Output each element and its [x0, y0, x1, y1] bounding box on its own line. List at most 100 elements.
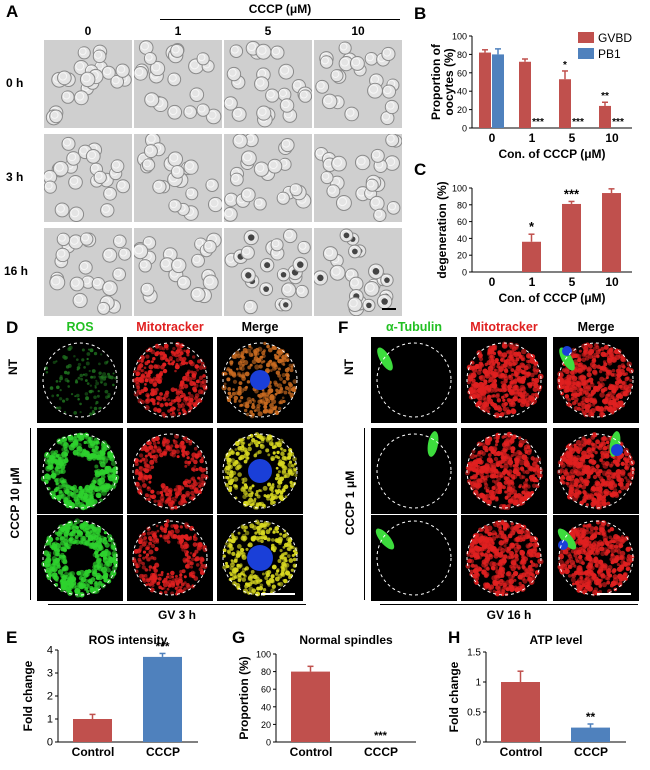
significance-mark: * — [563, 60, 567, 71]
panel-a-row-0h: 0 h — [6, 76, 24, 90]
micrograph-r0-c3 — [314, 40, 402, 128]
panel-e-label: E — [6, 628, 18, 647]
bar — [522, 241, 541, 272]
x-tick-label: Control — [290, 745, 333, 759]
panel-d-image-r0-c2 — [217, 337, 303, 423]
bar — [519, 61, 531, 129]
micrograph-r2-c2 — [224, 228, 312, 316]
x-tick-label: Control — [500, 745, 543, 759]
panel-f-image-r0-c0 — [371, 337, 457, 423]
micrograph-r2-c3 — [314, 228, 402, 316]
y-tick-label: 0 — [47, 737, 53, 749]
panel-f-footer: GV 16 h — [486, 608, 532, 622]
micrograph-r1-c1 — [134, 134, 222, 222]
x-tick-label: 1 — [529, 131, 536, 145]
panel-a-row-3h: 3 h — [6, 170, 24, 184]
x-tick-label: CCCP — [574, 745, 608, 759]
significance-mark: *** — [155, 639, 169, 653]
significance-mark: ** — [586, 710, 596, 724]
y-tick-label: 3 — [47, 668, 53, 680]
x-axis-label: Con. of CCCP (μM) — [498, 147, 605, 161]
legend-swatch — [578, 32, 594, 43]
bar — [291, 671, 330, 742]
panel-d-image-r1-c1 — [127, 428, 213, 514]
chart-b: 0 20 40 60 80 100 Proportion of oocytes (%) 0 1 5 1… — [430, 31, 632, 161]
x-axis-label: Con. of CCCP (μM) — [498, 291, 605, 305]
chart-h: ATP level 0 0.5 1 1.5 Fold change Control CCCP *… — [447, 633, 626, 759]
panel-f-title-tubulin: α-Tubulin — [385, 320, 443, 334]
panel-d-image-r2-c2 — [217, 515, 303, 601]
y-tick-label: 1 — [475, 678, 481, 689]
panel-a-row-16h: 16 h — [4, 264, 29, 278]
panel-f-image-r1-c2 — [553, 428, 639, 514]
bar — [571, 727, 610, 742]
y-axis-label: Proportion of — [430, 43, 443, 120]
legend-swatch — [578, 48, 594, 59]
panel-f-image-r2-c1 — [461, 515, 547, 601]
bar — [501, 682, 540, 742]
panel-d-image-r2-c0 — [37, 515, 123, 601]
panel-d-row-bracket — [30, 428, 31, 600]
panel-d-label: D — [6, 318, 19, 337]
y-tick-label: 40 — [261, 702, 271, 712]
y-tick-label: 20 — [261, 720, 271, 730]
y-tick-label: 2 — [47, 691, 53, 703]
significance-mark: * — [529, 219, 535, 234]
y-tick-label: 80 — [457, 50, 467, 60]
micrograph-r1-c2 — [224, 134, 312, 222]
panel-f-row-nt: NT — [342, 359, 356, 375]
micrograph-r0-c2 — [224, 40, 312, 128]
y-axis-label: Fold change — [21, 660, 35, 731]
bar — [143, 656, 182, 742]
panel-d-title-mitotracker: Mitotracker — [136, 320, 204, 334]
micrograph-r1-c0 — [44, 134, 132, 222]
y-tick-label: 40 — [457, 234, 467, 244]
legend-label: PB1 — [598, 47, 621, 61]
y-tick-label: 0.5 — [467, 708, 481, 719]
y-tick-label: 100 — [452, 184, 467, 194]
chart-e: ROS intensity 0 1 2 3 4 Fold change Control CCCP… — [21, 633, 198, 759]
y-tick-label: 60 — [457, 217, 467, 227]
panel-f-image-r1-c1 — [461, 428, 547, 514]
chart-title: ROS intensity — [89, 633, 168, 647]
y-axis-label: degeneration (%) — [435, 182, 449, 279]
bar — [559, 79, 571, 128]
chart-title: ATP level — [530, 633, 583, 647]
panel-b-label: B — [414, 4, 427, 23]
panel-h-label: H — [448, 628, 461, 647]
panel-f-image-r0-c2 — [553, 337, 639, 423]
panel-d-image-r1-c0 — [37, 428, 123, 514]
panel-d-title-merge: Merge — [241, 320, 279, 334]
panel-f-image-r2-c2 — [553, 515, 639, 601]
x-tick-label: 5 — [569, 275, 576, 289]
bar — [562, 203, 581, 272]
panel-f-footer-line — [380, 604, 638, 605]
legend-label: GVBD — [598, 31, 632, 45]
x-tick-label: Control — [72, 745, 115, 759]
micrograph-r0-c1 — [134, 40, 222, 128]
y-axis-label: Proportion (%) — [237, 656, 251, 739]
y-tick-label: 20 — [457, 251, 467, 261]
panel-a-header-line — [160, 19, 400, 20]
chart-g: Normal spindles 0 20 40 60 80 100 Proportion (%… — [237, 633, 416, 759]
y-tick-label: 100 — [452, 32, 467, 42]
panel-f-image-r1-c0 — [371, 428, 457, 514]
panel-f-image-r2-c0 — [371, 515, 457, 601]
panel-d-image-r0-c1 — [127, 337, 213, 423]
panel-a-header: CCCP (μM) — [248, 2, 312, 16]
y-axis-label: oocytes (%) — [442, 48, 456, 115]
panel-a-col-2: 5 — [264, 24, 272, 38]
panel-f-row-cccp: CCCP 1 μM — [343, 470, 357, 536]
x-tick-label: 5 — [569, 131, 576, 145]
x-tick-label: 0 — [489, 131, 496, 145]
x-tick-label: CCCP — [146, 745, 180, 759]
panel-d-row-cccp: CCCP 10 μM — [8, 467, 22, 539]
bar — [602, 193, 621, 272]
y-tick-label: 60 — [457, 68, 467, 78]
panel-f-title-merge: Merge — [577, 320, 615, 334]
significance-mark: *** — [572, 117, 584, 128]
panel-a-col-1: 1 — [174, 24, 182, 38]
significance-mark: *** — [374, 730, 388, 742]
significance-mark: *** — [604, 182, 620, 189]
x-tick-label: 0 — [489, 275, 496, 289]
